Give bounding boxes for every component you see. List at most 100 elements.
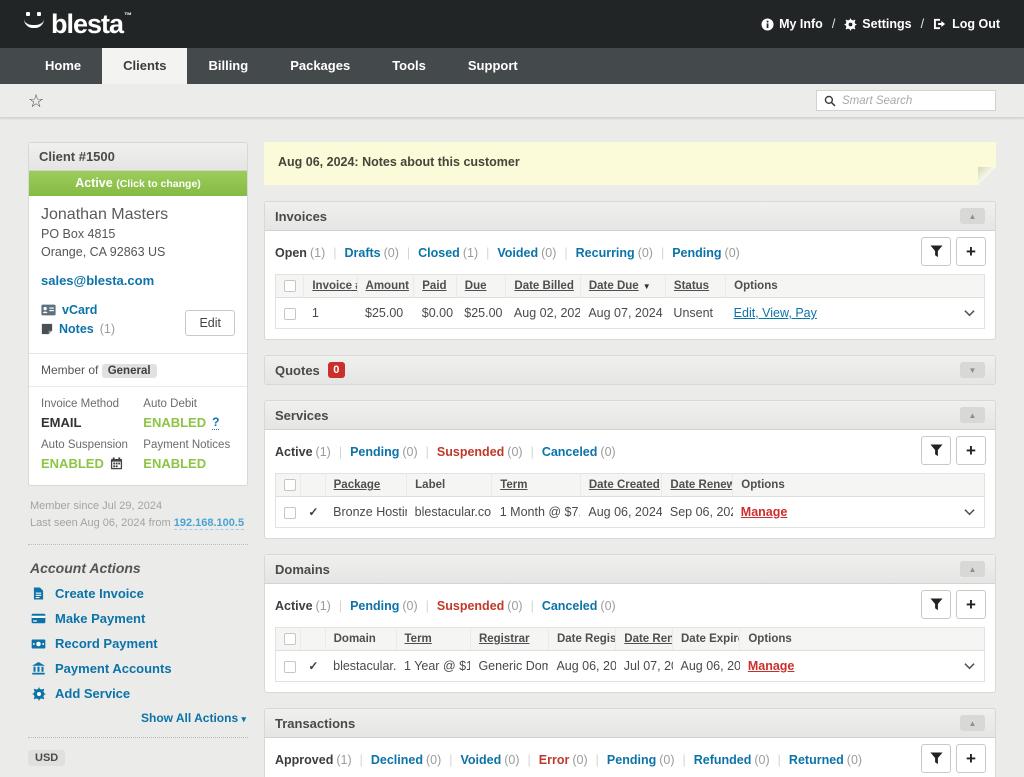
account-totals: USD Total Credit $0.00 Total Due $25.00 — [28, 748, 248, 777]
app-logo[interactable]: blesta ™ — [24, 2, 132, 46]
add-service-button[interactable]: + — [956, 436, 986, 465]
filter-canceled[interactable]: Canceled(0) — [523, 599, 616, 613]
add-domain-button[interactable]: + — [956, 590, 986, 619]
smart-search-box[interactable] — [816, 90, 996, 111]
services-title: Services — [275, 408, 329, 423]
column-date-renews: Date Renews — [662, 474, 733, 497]
action-make-payment[interactable]: Make Payment — [30, 611, 246, 626]
nav-tab-clients[interactable]: Clients — [102, 48, 187, 84]
show-all-actions-link[interactable]: Show All Actions ▾ — [30, 711, 246, 725]
row-checkbox[interactable] — [284, 507, 296, 519]
nav-tab-tools[interactable]: Tools — [371, 48, 447, 84]
filter-button[interactable] — [921, 590, 951, 619]
term-cell: 1 Month @ $7.00 — [492, 497, 581, 528]
filter-approved[interactable]: Approved(1) — [275, 753, 352, 767]
transactions-body: Approved(1) Declined(0) Voided(0) Error(… — [265, 738, 995, 777]
client-settings-grid: Invoice Method EMAIL Auto Debit ENABLED … — [29, 386, 247, 485]
filter-error[interactable]: Error(0) — [520, 753, 588, 767]
add-transaction-button[interactable]: + — [956, 744, 986, 773]
collapse-button[interactable]: ▲ — [960, 208, 985, 224]
transactions-title: Transactions — [275, 716, 355, 731]
row-expand-icon[interactable] — [964, 310, 975, 317]
invoice-row[interactable]: 1 $25.00 $0.00 $25.00 Aug 02, 2024 Aug 0… — [276, 298, 985, 329]
filter-voided[interactable]: Voided(0) — [441, 753, 519, 767]
due-cell: $25.00 — [456, 298, 506, 329]
filter-suspended[interactable]: Suspended(0) — [418, 599, 523, 613]
quotes-title: Quotes — [275, 363, 320, 378]
nav-tab-packages[interactable]: Packages — [269, 48, 371, 84]
filter-suspended[interactable]: Suspended(0) — [418, 445, 523, 459]
nav-tab-home[interactable]: Home — [24, 48, 102, 84]
calendar-icon[interactable] — [110, 457, 123, 470]
edit-link[interactable]: Edit — [734, 306, 763, 320]
client-email-link[interactable]: sales@blesta.com — [41, 273, 154, 288]
row-expand-icon[interactable] — [964, 509, 975, 516]
logout-icon — [933, 18, 947, 30]
filter-pending[interactable]: Pending(0) — [331, 445, 418, 459]
filter-voided[interactable]: Voided(0) — [478, 246, 556, 260]
pay-link[interactable]: Pay — [795, 306, 817, 320]
payment-notices-value: ENABLED — [143, 456, 206, 471]
edit-client-button[interactable]: Edit — [185, 310, 235, 336]
action-add-service[interactable]: Add Service — [30, 686, 246, 701]
settings-link[interactable]: Settings — [844, 17, 911, 31]
client-panel-header: Client #1500 — [29, 143, 247, 171]
row-checkbox[interactable] — [284, 661, 296, 673]
favorite-star-icon[interactable]: ☆ — [28, 92, 44, 110]
date-billed-cell: Aug 02, 2024 — [506, 298, 580, 329]
invoices-filters: Open(1) Drafts(0) Closed(1) Voided(0) Re… — [275, 242, 905, 264]
filter-closed[interactable]: Closed(1) — [399, 246, 478, 260]
member-since-text: Member since Jul 29, 2024 — [30, 498, 246, 515]
filter-active[interactable]: Active(1) — [275, 445, 331, 459]
filter-refunded[interactable]: Refunded(0) — [675, 753, 770, 767]
date-renews-cell: Sep 06, 2024 — [662, 497, 733, 528]
money-icon — [30, 639, 47, 649]
collapse-button[interactable]: ▲ — [960, 715, 985, 731]
manage-link[interactable]: Manage — [748, 659, 795, 673]
action-payment-accounts[interactable]: Payment Accounts — [30, 661, 246, 676]
services-panel: Services ▲ Active(1) Pending(0) Suspende… — [264, 400, 996, 539]
select-all-checkbox[interactable] — [284, 479, 296, 491]
funnel-icon — [930, 752, 943, 765]
select-all-checkbox[interactable] — [284, 633, 296, 645]
log-out-link[interactable]: Log Out — [933, 17, 1000, 31]
row-checkbox[interactable] — [284, 308, 296, 320]
filter-open[interactable]: Open(1) — [275, 246, 325, 260]
manage-link[interactable]: Manage — [741, 505, 788, 519]
filter-recurring[interactable]: Recurring(0) — [556, 246, 653, 260]
filter-pending[interactable]: Pending(0) — [331, 599, 418, 613]
filter-pending[interactable]: Pending(0) — [588, 753, 675, 767]
my-info-link[interactable]: My Info — [761, 17, 823, 31]
column-date-due: Date Due▼ — [580, 275, 665, 298]
filter-button[interactable] — [921, 237, 951, 266]
action-create-invoice[interactable]: Create Invoice — [30, 586, 246, 601]
auto-debit-help-link[interactable]: ? — [212, 415, 219, 430]
filter-returned[interactable]: Returned(0) — [770, 753, 862, 767]
filter-declined[interactable]: Declined(0) — [352, 753, 442, 767]
row-expand-icon[interactable] — [964, 663, 975, 670]
collapse-button[interactable]: ▲ — [960, 561, 985, 577]
domain-row[interactable]: ✓ blestacular.com 1 Year @ $15.00 Generi… — [276, 651, 985, 682]
registrar-cell: Generic Domains — [470, 651, 548, 682]
client-status-banner[interactable]: Active (Click to change) — [29, 171, 247, 196]
filter-active[interactable]: Active(1) — [275, 599, 331, 613]
customer-note-banner[interactable]: Aug 06, 2024: Notes about this customer — [264, 142, 996, 185]
nav-tab-billing[interactable]: Billing — [187, 48, 269, 84]
action-record-payment[interactable]: Record Payment — [30, 636, 246, 651]
add-invoice-button[interactable]: + — [956, 237, 986, 266]
filter-button[interactable] — [921, 436, 951, 465]
filter-button[interactable] — [921, 744, 951, 773]
filter-canceled[interactable]: Canceled(0) — [523, 445, 616, 459]
view-link[interactable]: View — [762, 306, 795, 320]
domains-table: Domain Term Registrar Date Registered Da… — [275, 627, 985, 682]
collapse-button[interactable]: ▼ — [960, 362, 985, 378]
collapse-button[interactable]: ▲ — [960, 407, 985, 423]
select-all-checkbox[interactable] — [284, 280, 296, 292]
service-row[interactable]: ✓ Bronze Hosting blestacular.com 1 Month… — [276, 497, 985, 528]
transactions-panel-header: Transactions ▲ — [265, 709, 995, 738]
filter-pending[interactable]: Pending(0) — [653, 246, 740, 260]
filter-drafts[interactable]: Drafts(0) — [325, 246, 399, 260]
nav-tab-support[interactable]: Support — [447, 48, 539, 84]
ip-address-link[interactable]: 192.168.100.5 — [174, 517, 244, 530]
search-input[interactable] — [842, 95, 988, 107]
